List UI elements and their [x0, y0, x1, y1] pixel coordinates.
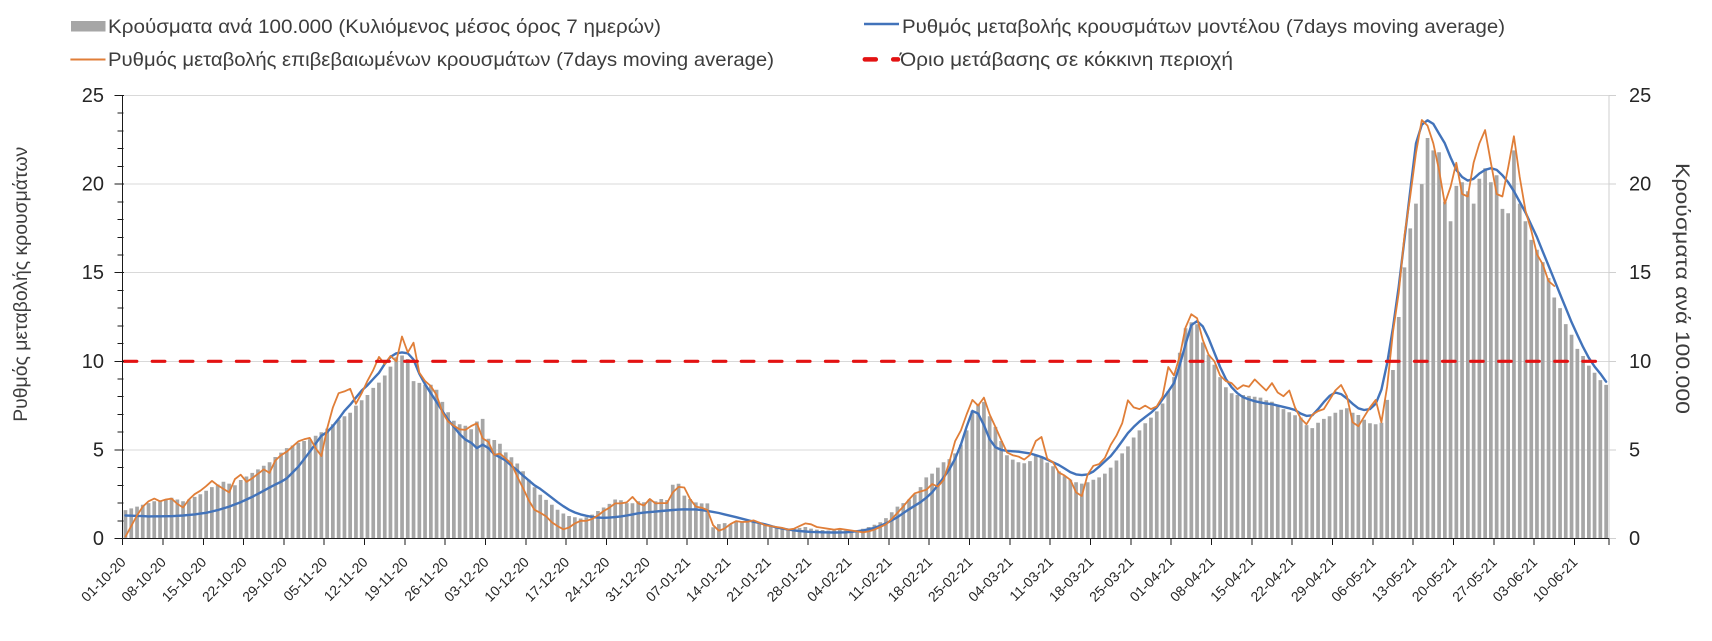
svg-text:Κρούσματα ανά 100.000: Κρούσματα ανά 100.000: [1671, 163, 1692, 414]
svg-text:Ρυθμός μεταβολής κρουσμάτων μο: Ρυθμός μεταβολής κρουσμάτων μοντέλου (7d…: [902, 16, 1505, 38]
svg-text:20: 20: [1629, 174, 1651, 196]
svg-text:25: 25: [1629, 85, 1651, 107]
svg-text:Ρυθμός μεταβολής κρουσμάτων: Ρυθμός μεταβολής κρουσμάτων: [11, 147, 32, 422]
svg-text:Κρούσματα ανά 100.000 (Κυλιόμε: Κρούσματα ανά 100.000 (Κυλιόμενος μέσος …: [108, 16, 661, 38]
svg-text:20: 20: [82, 174, 104, 196]
svg-text:0: 0: [1629, 528, 1640, 550]
svg-text:Όριο μετάβασης σε κόκκινη περι: Όριο μετάβασης σε κόκκινη περιοχή: [899, 49, 1233, 71]
svg-text:15: 15: [82, 262, 104, 284]
svg-text:5: 5: [93, 439, 104, 461]
svg-text:25: 25: [82, 85, 104, 107]
svg-text:10: 10: [1629, 351, 1651, 373]
svg-text:10: 10: [82, 351, 104, 373]
svg-text:0: 0: [93, 528, 104, 550]
svg-text:15: 15: [1629, 262, 1651, 284]
svg-text:Ρυθμός μεταβολής επιβεβαιωμένω: Ρυθμός μεταβολής επιβεβαιωμένων κρουσμάτ…: [108, 49, 774, 71]
svg-text:5: 5: [1629, 439, 1640, 461]
